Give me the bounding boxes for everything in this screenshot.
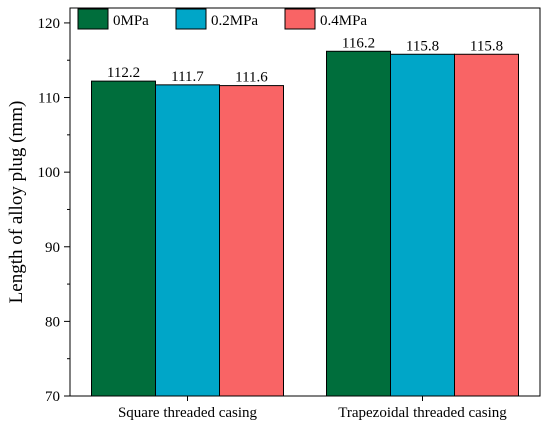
y-tick-label: 120	[38, 16, 61, 32]
legend-label: 0.2MPa	[211, 13, 258, 29]
legend-label: 0MPa	[113, 13, 149, 29]
y-tick-label: 90	[45, 240, 60, 256]
x-tick-label: Trapezoidal threaded casing	[338, 405, 507, 421]
legend-label: 0.4MPa	[320, 13, 367, 29]
data-label: 116.2	[342, 35, 375, 51]
bars-layer	[91, 50, 519, 397]
y-tick-label: 100	[38, 165, 61, 181]
data-label: 115.8	[406, 38, 439, 54]
legend-swatch	[175, 8, 207, 30]
y-tick-label: 70	[45, 389, 60, 405]
data-label: 112.2	[107, 65, 140, 81]
x-tick-label: Square threaded casing	[118, 405, 258, 421]
y-tick-label: 110	[38, 91, 60, 107]
legend-swatch	[77, 8, 109, 30]
plot-frame	[69, 7, 541, 397]
bar	[390, 53, 455, 397]
bar	[326, 50, 391, 397]
y-axis: 70 80 90 100 110 120	[38, 16, 70, 405]
y-axis-title: Length of alloy plug (mm)	[6, 101, 27, 304]
bar	[454, 53, 519, 397]
y-tick-label: 80	[45, 314, 60, 330]
legend-swatch	[284, 8, 316, 30]
data-label: 111.7	[171, 69, 204, 85]
bar	[219, 85, 284, 397]
data-labels-layer: 112.2 111.7 111.6 116.2 115.8 115.8	[107, 35, 503, 85]
data-label: 115.8	[470, 38, 503, 54]
data-label: 111.6	[235, 70, 268, 86]
bar	[91, 80, 156, 397]
bar	[155, 84, 220, 397]
legend: 0MPa 0.2MPa 0.4MPa	[77, 8, 367, 30]
x-axis: Square threaded casing Trapezoidal thread…	[118, 396, 507, 421]
